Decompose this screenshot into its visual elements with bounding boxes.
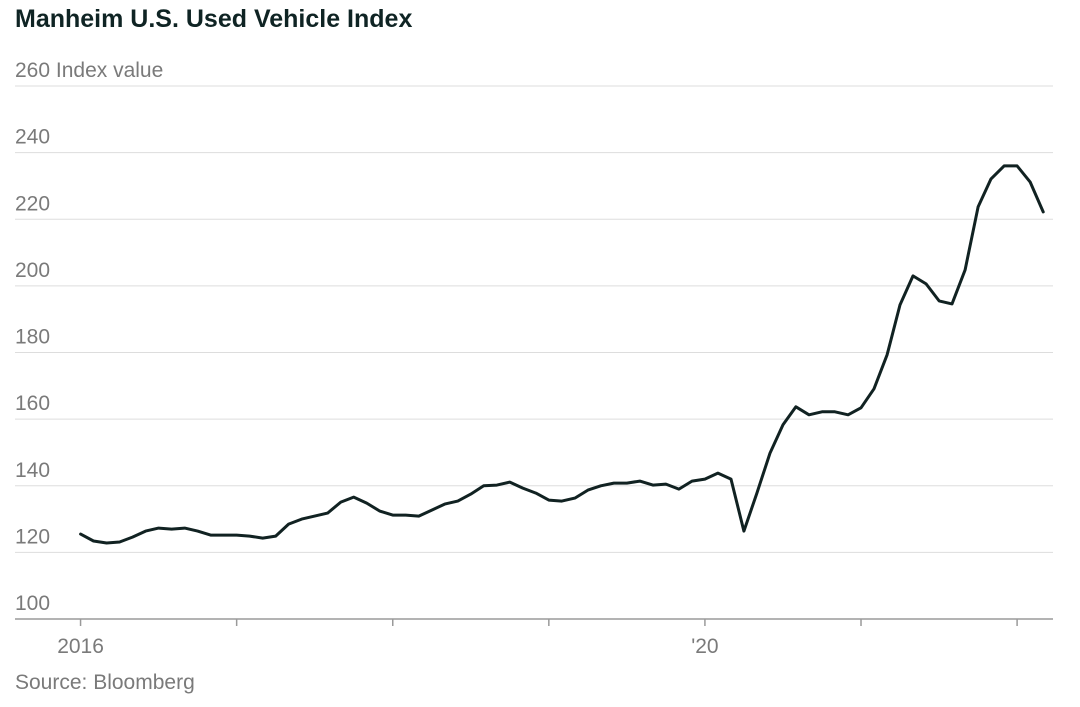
y-tick-label: 120 — [15, 525, 50, 548]
x-tick-label: 2016 — [57, 635, 104, 658]
y-tick-label: 260 Index value — [15, 59, 163, 82]
y-tick-label: 240 — [15, 126, 50, 149]
chart-title: Manheim U.S. Used Vehicle Index — [15, 5, 412, 33]
y-tick-label: 180 — [15, 326, 50, 349]
data-line — [79, 164, 1045, 545]
y-tick-label: 160 — [15, 392, 50, 415]
y-tick-label: 140 — [15, 459, 50, 482]
y-tick-label: 200 — [15, 259, 50, 282]
y-tick-label: 220 — [15, 192, 50, 215]
x-tick-label: '20 — [691, 635, 718, 658]
y-tick-label: 100 — [15, 592, 50, 615]
source-note: Source: Bloomberg — [15, 671, 195, 694]
